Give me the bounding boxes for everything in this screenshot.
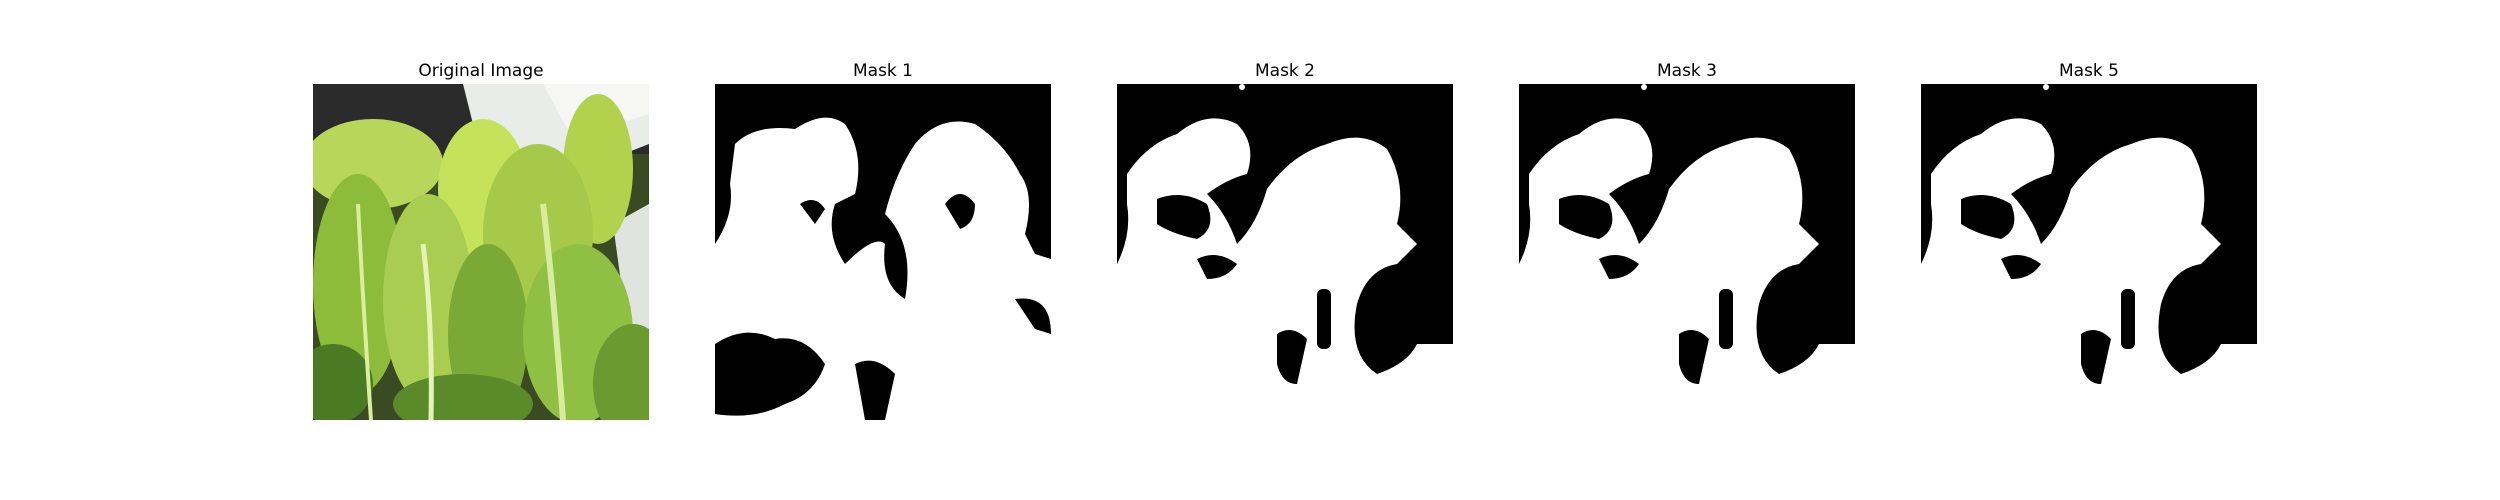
panel-mask-3: Mask 3 (1519, 58, 1855, 420)
mask-3-image (1519, 84, 1855, 420)
panel-title: Mask 2 (1254, 61, 1315, 81)
mask-1-image (715, 84, 1051, 420)
panel-mask-5: Mask 5 (1921, 58, 2257, 420)
panel-title: Mask 1 (852, 61, 913, 81)
mask-5-image (1921, 84, 2257, 420)
panel-title: Mask 3 (1656, 61, 1717, 81)
mask-2-image (1117, 84, 1453, 420)
panel-title: Original Image (418, 61, 544, 81)
panel-mask-1: Mask 1 (715, 58, 1051, 420)
original-image (313, 84, 649, 420)
panel-original-image: Original Image (313, 58, 649, 420)
panel-mask-2: Mask 2 (1117, 58, 1453, 420)
panel-title: Mask 5 (2058, 61, 2119, 81)
